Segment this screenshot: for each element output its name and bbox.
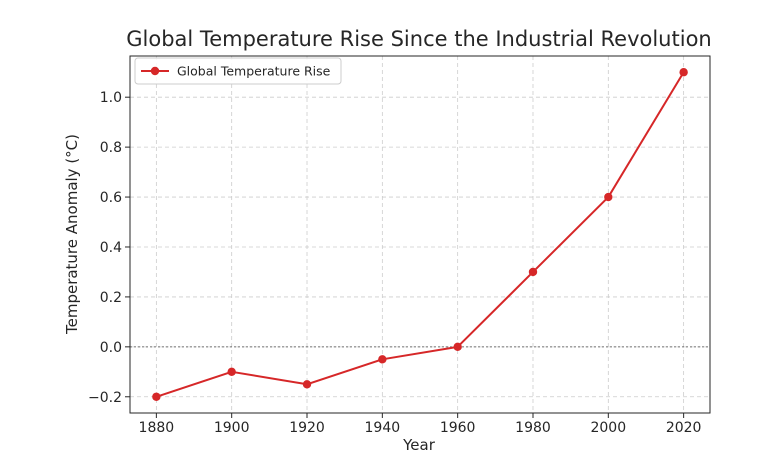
x-tick-label: 1920 — [289, 420, 325, 436]
y-axis-label: Temperature Anomaly (°C) — [63, 134, 81, 335]
y-axis-ticks: −0.2 0.0 0.2 0.4 0.6 0.8 1.0 — [88, 90, 130, 406]
data-point — [152, 392, 161, 401]
data-point — [453, 342, 462, 352]
plot-frame — [129, 55, 711, 414]
chart-title: Global Temperature Rise Since the Indust… — [126, 27, 711, 51]
data-point — [604, 192, 613, 202]
data-point — [227, 367, 236, 377]
y-tick-label: 0.0 — [100, 340, 122, 356]
data-point — [528, 267, 538, 277]
legend-box — [134, 57, 342, 85]
y-tick-label: 0.4 — [100, 240, 122, 256]
x-tick-label: 1980 — [515, 420, 551, 436]
legend-label: Global Temperature Rise — [177, 64, 331, 79]
x-tick-label: 1880 — [139, 420, 175, 436]
grid-lines — [130, 56, 710, 413]
x-tick-label: 2000 — [590, 420, 626, 436]
legend-marker — [150, 66, 160, 76]
x-tick-label: 1900 — [214, 420, 250, 436]
series-layer — [152, 68, 688, 401]
y-tick-label: 0.6 — [100, 190, 122, 206]
data-point — [679, 68, 688, 77]
x-axis-label: Year — [402, 436, 436, 454]
y-tick-label: 0.8 — [100, 140, 122, 156]
x-tick-label: 1940 — [365, 420, 401, 436]
y-tick-label: −0.2 — [88, 390, 122, 406]
legend: Global Temperature Rise — [134, 57, 342, 85]
y-tick-label: 0.2 — [100, 290, 122, 306]
series-line — [156, 71, 685, 398]
x-tick-label: 2020 — [666, 420, 702, 436]
x-axis-ticks: 1880 1900 1920 1940 1960 1980 2000 2020 — [139, 413, 702, 436]
data-point — [302, 380, 312, 389]
x-tick-label: 1960 — [440, 420, 476, 436]
y-tick-label: 1.0 — [100, 90, 122, 106]
data-point — [378, 355, 387, 364]
